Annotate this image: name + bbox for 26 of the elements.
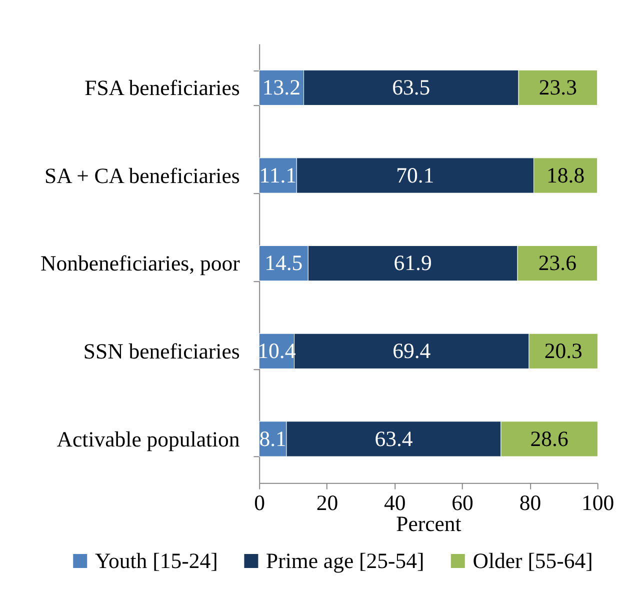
- legend-label: Prime age [25-54]: [266, 548, 424, 573]
- data-label: 20.3: [544, 339, 583, 364]
- data-label: 28.6: [530, 426, 568, 451]
- data-label: 63.4: [374, 426, 413, 451]
- legend-label: Older [55-64]: [472, 548, 593, 573]
- y-tick-label: SSN beneficiaries: [83, 340, 240, 364]
- x-tick-label: 0: [254, 491, 266, 516]
- x-tick-label: 80: [519, 491, 542, 516]
- data-label: 11.1: [259, 163, 297, 188]
- legend-label: Youth [15-24]: [94, 548, 218, 573]
- data-label: 23.6: [538, 251, 577, 276]
- data-label: 18.8: [546, 163, 585, 188]
- data-label: 14.5: [264, 251, 303, 276]
- y-tick-label: FSA beneficiaries: [84, 76, 240, 100]
- data-label: 8.1: [259, 426, 286, 451]
- data-label: 61.9: [394, 251, 432, 276]
- x-tick-label: 100: [582, 491, 614, 516]
- data-label: 69.4: [392, 339, 431, 364]
- data-label: 63.5: [392, 76, 430, 100]
- data-label: 13.2: [262, 76, 300, 100]
- x-tick-label: 20: [316, 491, 338, 516]
- y-tick-label: Activable population: [56, 427, 240, 452]
- data-label: 23.3: [538, 76, 578, 100]
- data-label: 70.1: [396, 163, 434, 188]
- y-tick-label: Nonbeneficiaries, poor: [40, 252, 241, 276]
- y-tick-label: SA + CA beneficiaries: [44, 164, 240, 188]
